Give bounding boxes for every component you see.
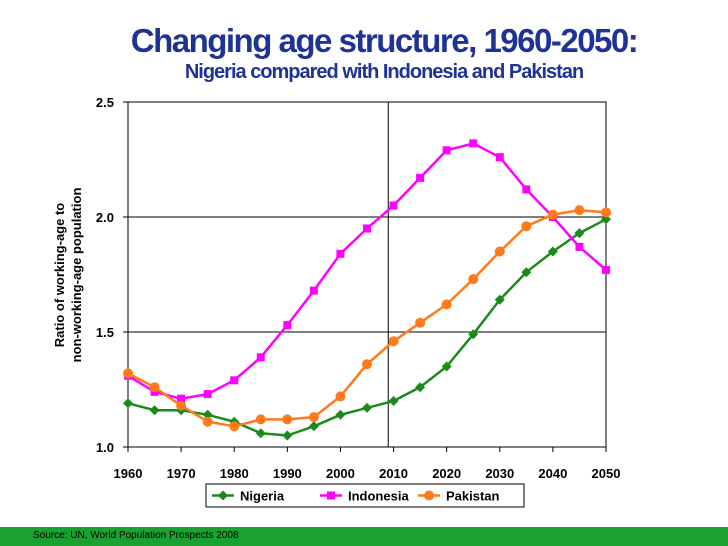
data-point-indonesia	[203, 390, 212, 399]
y-axis-label: Ratio of working-age to non-working-age p…	[52, 188, 84, 363]
legend-marker-indonesia	[327, 491, 335, 500]
data-point-pakistan	[362, 359, 372, 370]
x-tick-label: 1960	[114, 466, 143, 481]
data-point-pakistan	[123, 368, 133, 379]
legend-label-pakistan: Pakistan	[446, 489, 500, 504]
data-point-indonesia	[495, 153, 504, 162]
data-point-indonesia	[442, 146, 451, 155]
y-axis-label-line: non-working-age population	[69, 188, 84, 363]
legend-marker-pakistan	[424, 490, 434, 501]
legend	[205, 483, 525, 508]
x-tick-label: 2030	[485, 466, 514, 481]
data-point-nigeria	[255, 428, 266, 439]
line-chart: 1.0 1.5 2.0 2.5 1960 1970 1980 1990 2000 2010 2020…	[52, 95, 621, 508]
source-note: Source: UN, World Population Prospects 2…	[33, 530, 239, 541]
data-point-indonesia	[177, 394, 186, 403]
data-point-indonesia	[416, 173, 425, 182]
footer-bar: Source: UN, World Population Prospects 2…	[0, 527, 728, 546]
x-tick-label: 1990	[273, 466, 302, 481]
data-point-indonesia	[602, 265, 610, 274]
y-axis-label-line: Ratio of working-age to	[52, 203, 67, 348]
data-point-pakistan	[335, 391, 346, 402]
data-point-nigeria	[149, 405, 160, 416]
data-point-nigeria	[388, 396, 399, 406]
y-tick-label: 1.0	[96, 440, 114, 455]
data-point-indonesia	[575, 242, 584, 251]
data-point-pakistan	[255, 414, 266, 425]
data-point-pakistan	[468, 274, 479, 285]
data-point-nigeria	[362, 402, 372, 413]
data-point-indonesia	[389, 201, 398, 210]
data-point-indonesia	[230, 376, 239, 385]
data-point-pakistan	[415, 317, 426, 328]
data-point-indonesia	[469, 139, 478, 148]
data-point-nigeria	[601, 214, 611, 225]
x-tick-label: 2020	[432, 466, 461, 481]
data-point-nigeria	[308, 421, 319, 432]
data-point-nigeria	[282, 430, 293, 441]
data-point-nigeria	[574, 228, 585, 239]
data-point-nigeria	[494, 294, 505, 305]
x-tick-label: 1980	[220, 466, 249, 481]
x-tick-label: 1970	[167, 466, 196, 481]
data-point-nigeria	[335, 409, 346, 420]
data-point-pakistan	[176, 400, 187, 411]
data-point-nigeria	[415, 382, 426, 393]
legend-label-indonesia: Indonesia	[348, 489, 409, 504]
data-point-indonesia	[363, 224, 371, 233]
data-point-pakistan	[521, 221, 532, 232]
legend-marker-nigeria	[218, 490, 228, 501]
data-point-pakistan	[601, 207, 611, 218]
data-point-nigeria	[123, 398, 133, 409]
data-point-pakistan	[282, 414, 293, 425]
page-title: Changing age structure, 1960-2050:	[130, 22, 639, 59]
data-point-indonesia	[256, 353, 265, 362]
data-point-pakistan	[494, 246, 505, 257]
data-point-pakistan	[149, 382, 160, 393]
data-point-pakistan	[388, 336, 399, 347]
page-subtitle: Nigeria compared with Indonesia and Paki…	[184, 61, 584, 83]
data-point-pakistan	[308, 412, 319, 423]
data-point-pakistan	[229, 421, 240, 432]
data-point-indonesia	[283, 321, 292, 330]
legend-label-nigeria: Nigeria	[240, 489, 285, 504]
y-tick-label: 2.0	[96, 210, 114, 225]
data-point-nigeria	[521, 267, 532, 278]
series-line-pakistan	[127, 208, 607, 428]
data-point-pakistan	[574, 205, 585, 216]
data-point-nigeria	[547, 246, 558, 257]
chart-title-block: Changing age structure, 1960-2050: Niger…	[40, 22, 728, 84]
data-point-pakistan	[202, 416, 213, 427]
y-tick-label: 1.5	[96, 325, 114, 340]
data-point-nigeria	[202, 409, 213, 420]
data-point-indonesia	[522, 185, 531, 194]
data-point-nigeria	[441, 361, 452, 372]
x-tick-label: 2050	[592, 466, 621, 481]
y-tick-label: 2.5	[96, 95, 114, 110]
x-tick-label: 2000	[326, 466, 355, 481]
data-point-pakistan	[547, 209, 558, 220]
data-point-nigeria	[468, 329, 479, 340]
x-tick-label: 2010	[379, 466, 408, 481]
x-tick-label: 2040	[538, 466, 567, 481]
data-point-indonesia	[336, 249, 345, 258]
plot-area	[127, 101, 607, 448]
data-point-indonesia	[309, 286, 318, 295]
data-point-pakistan	[441, 299, 452, 310]
